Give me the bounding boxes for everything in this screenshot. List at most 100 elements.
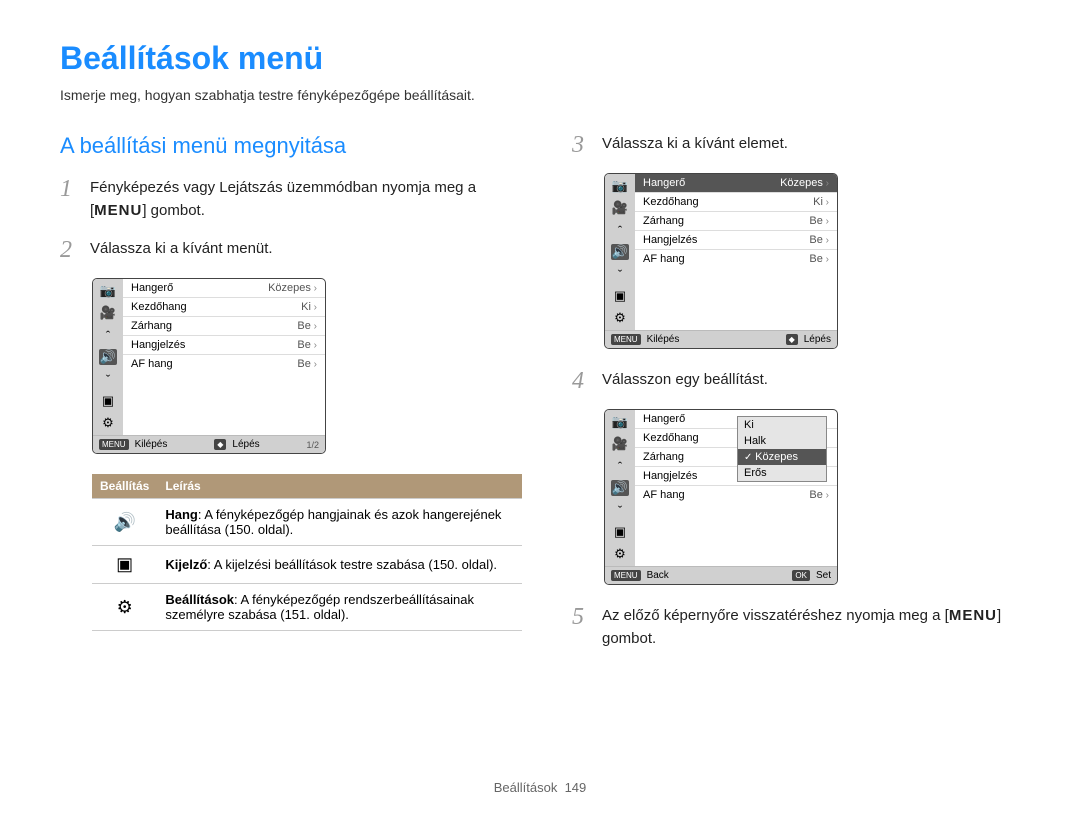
def-bold: Beállítások [165, 592, 234, 607]
step-2-text: Válassza ki a kívánt menüt. [90, 238, 273, 261]
step-5-part-a: Az előző képernyőre visszatéréshez nyomj… [602, 607, 949, 624]
lcd-rows-step3: Hangerő Közepes Kezdőhang Ki Zárhang Be Han… [635, 174, 837, 330]
footer-section: Beállítások [494, 780, 558, 795]
table-row: ▣ Kijelző: A kijelzési beállítások testr… [92, 546, 522, 584]
intro-text: Ismerje meg, hogyan szabhatja testre fén… [60, 87, 1020, 103]
menu-button-icon: MENU [611, 334, 641, 345]
lcd-row-value: Közepes [268, 282, 317, 294]
popup-option: Erős [738, 465, 826, 481]
camera-icon: 📷 [611, 178, 629, 194]
gear-icon: ⚙ [611, 310, 629, 326]
left-column: A beállítási menü megnyitása 1 Fényképez… [60, 133, 522, 666]
display-icon: ▣ [611, 288, 629, 304]
lcd-row-label: Hangerő [131, 282, 173, 294]
def-desc: Hang: A fényképezőgép hangjainak és azok… [157, 499, 522, 546]
sound-icon: 🔊 [99, 349, 117, 365]
step-5: 5 Az előző képernyőre visszatéréshez nyo… [572, 605, 1020, 650]
display-icon: ▣ [99, 393, 117, 409]
lcd-row-label: Zárhang [643, 451, 684, 463]
table-row: ⚙ Beállítások: A fényképezőgép rendszerb… [92, 584, 522, 631]
lcd-footer: MENU Back OK Set [605, 566, 837, 584]
chevron-down-icon: ˇ [99, 371, 117, 387]
lcd-row-value: Be [297, 339, 317, 351]
lcd-row-label: AF hang [131, 358, 173, 370]
step-number: 4 [572, 369, 590, 393]
lcd-row-value: Ki [813, 196, 829, 208]
page-title: Beállítások menü [60, 40, 1020, 77]
lcd-footer: MENU Kilépés ◆ Lépés [605, 330, 837, 348]
lcd-row-value: Be [809, 234, 829, 246]
lcd-row-value: Be [809, 215, 829, 227]
chevron-down-icon: ˇ [611, 502, 629, 518]
lcd-row-value: Ki [301, 301, 317, 313]
gear-icon: ⚙ [92, 584, 157, 631]
lcd-side-icons: 📷 🎥 ˆ 🔊 ˇ ▣ ⚙ [605, 174, 635, 330]
lcd-row-label: Kezdőhang [643, 196, 699, 208]
lcd-screenshot-step4: 📷 🎥 ˆ 🔊 ˇ ▣ ⚙ Hangerő Kezdőhang Zárhang … [604, 409, 838, 585]
page-footer: Beállítások 149 [0, 780, 1080, 795]
lcd-row-label: Hangerő [643, 177, 685, 189]
lcd-row-label: Kezdőhang [131, 301, 187, 313]
def-text: : A fényképezőgép hangjainak és azok han… [165, 507, 501, 537]
popup-option: Ki [738, 417, 826, 433]
lcd-rows-step2: Hangerő Közepes Kezdőhang Ki Zárhang Be Han… [123, 279, 325, 435]
def-bold: Kijelző [165, 557, 207, 572]
lcd-row-label: Hangjelzés [131, 339, 185, 351]
gombot-suffix: gombot. [147, 202, 205, 219]
step-number: 5 [572, 605, 590, 629]
lcd-row-label: Zárhang [643, 215, 684, 227]
lcd-row-label: AF hang [643, 253, 685, 265]
content-columns: A beállítási menü megnyitása 1 Fényképez… [60, 133, 1020, 666]
lcd-dropdown-popup: Ki Halk Közepes Erős [737, 416, 827, 482]
step-4-text: Válasszon egy beállítást. [602, 369, 768, 392]
def-text: : A kijelzési beállítások testre szabása… [207, 557, 497, 572]
lcd-screenshot-step2: 📷 🎥 ˆ 🔊 ˇ ▣ ⚙ Hangerő Közepes Kezdőhang Ki… [92, 278, 326, 454]
gear-icon: ⚙ [611, 546, 629, 562]
step-2: 2 Válassza ki a kívánt menüt. [60, 238, 522, 262]
lcd-row-value: Be [809, 253, 829, 265]
step-number: 3 [572, 133, 590, 157]
camera-icon: 📷 [99, 283, 117, 299]
sound-icon: 🔊 [611, 244, 629, 260]
lcd-row-value: Be [297, 358, 317, 370]
lcd-set-label: Set [816, 570, 831, 581]
lcd-step-label: Lépés [804, 334, 831, 345]
lcd-side-icons: 📷 🎥 ˆ 🔊 ˇ ▣ ⚙ [605, 410, 635, 566]
step-number: 1 [60, 177, 78, 201]
lcd-row-label: Hangjelzés [643, 234, 697, 246]
step-1: 1 Fényképezés vagy Lejátszás üzemmódban … [60, 177, 522, 222]
gear-icon: ⚙ [99, 415, 117, 431]
nav-button-icon: ◆ [786, 334, 798, 345]
lcd-row-label: Zárhang [131, 320, 172, 332]
lcd-back-label: Back [647, 570, 669, 581]
popup-option-selected: Közepes [738, 449, 826, 465]
step-1-text: Fényképezés vagy Lejátszás üzemmódban ny… [90, 177, 522, 222]
lcd-page-count: 1/2 [307, 440, 320, 450]
def-table-head-desc: Leírás [157, 474, 522, 499]
nav-button-icon: ◆ [214, 439, 226, 450]
step-3: 3 Válassza ki a kívánt elemet. [572, 133, 1020, 157]
chevron-up-icon: ˆ [99, 327, 117, 343]
lcd-row-value: Közepes [780, 177, 829, 189]
lcd-row-value: Be [809, 489, 829, 501]
sound-icon: 🔊 [92, 499, 157, 546]
step-4: 4 Válasszon egy beállítást. [572, 369, 1020, 393]
menu-label: MENU [949, 607, 997, 624]
popup-option: Halk [738, 433, 826, 449]
chevron-up-icon: ˆ [611, 222, 629, 238]
step-3-text: Válassza ki a kívánt elemet. [602, 133, 788, 156]
chevron-down-icon: ˇ [611, 266, 629, 282]
lcd-screenshot-step3: 📷 🎥 ˆ 🔊 ˇ ▣ ⚙ Hangerő Közepes Kezdőhang Ki… [604, 173, 838, 349]
def-desc: Kijelző: A kijelzési beállítások testre … [157, 546, 522, 584]
lcd-row-value: Be [297, 320, 317, 332]
video-icon: 🎥 [611, 436, 629, 452]
video-icon: 🎥 [99, 305, 117, 321]
display-icon: ▣ [611, 524, 629, 540]
section-heading: A beállítási menü megnyitása [60, 133, 522, 159]
lcd-row-label: AF hang [643, 489, 685, 501]
menu-label: MENU [94, 202, 142, 219]
lcd-row-label: Hangerő [643, 413, 685, 425]
lcd-row-label: Hangjelzés [643, 470, 697, 482]
definition-table: Beállítás Leírás 🔊 Hang: A fényképezőgép… [92, 474, 522, 631]
camera-icon: 📷 [611, 414, 629, 430]
